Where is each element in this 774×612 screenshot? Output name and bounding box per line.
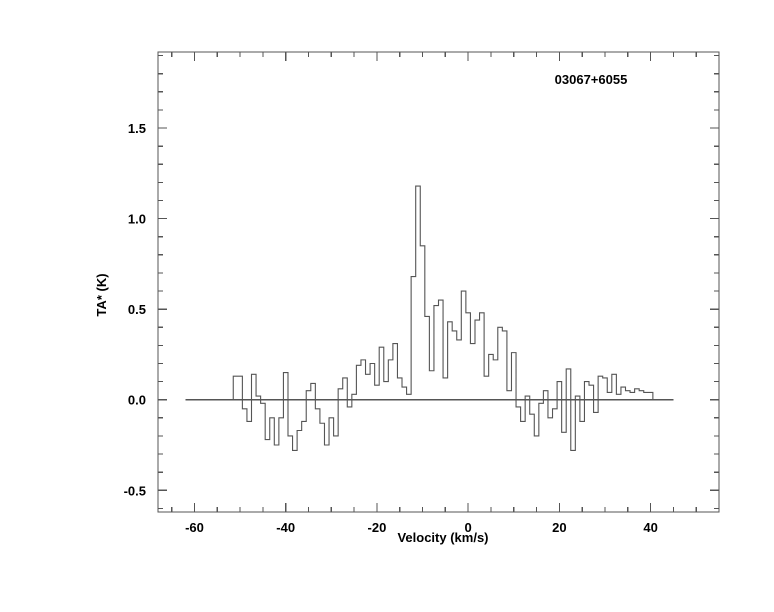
spectrum-trace bbox=[232, 185, 654, 451]
y-axis-ticks bbox=[158, 55, 719, 509]
y-tick-label: 0.0 bbox=[128, 393, 146, 408]
plot-frame bbox=[157, 51, 720, 513]
x-tick-label: 40 bbox=[643, 520, 657, 535]
x-axis-tick-labels: -60 -40 -20 0 20 40 bbox=[185, 520, 658, 535]
y-tick-label: 1.0 bbox=[128, 212, 146, 227]
y-tick-label: 1.5 bbox=[128, 121, 146, 136]
y-tick-label: 0.5 bbox=[128, 302, 146, 317]
y-tick-label: -0.5 bbox=[124, 483, 146, 498]
spectrum-step-path bbox=[232, 185, 654, 451]
x-tick-label: -20 bbox=[368, 520, 387, 535]
x-tick-label: -40 bbox=[276, 520, 295, 535]
x-tick-label: 20 bbox=[552, 520, 566, 535]
x-tick-label: 0 bbox=[465, 520, 472, 535]
y-axis-tick-labels: -0.5 0.0 0.5 1.0 1.5 bbox=[124, 121, 146, 498]
x-tick-label: -60 bbox=[185, 520, 204, 535]
x-axis-ticks bbox=[171, 52, 720, 512]
